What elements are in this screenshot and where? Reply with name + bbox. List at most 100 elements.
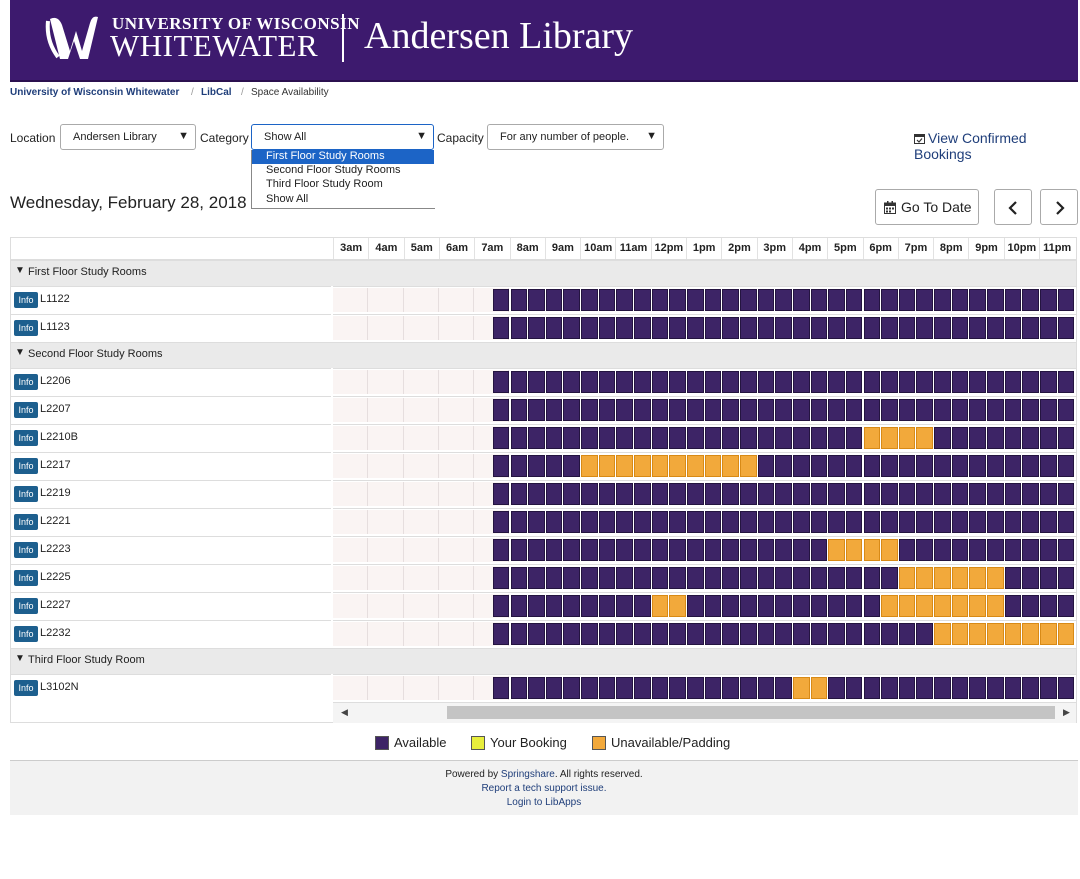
slot-available[interactable] (687, 511, 704, 533)
slot-available[interactable] (757, 427, 775, 449)
category-select[interactable]: Show All ▼ (251, 124, 434, 150)
slot-available[interactable] (616, 371, 634, 393)
slot-available[interactable] (563, 511, 581, 533)
slot-available[interactable] (598, 371, 616, 393)
slot-available[interactable] (828, 289, 845, 311)
slot-available[interactable] (687, 595, 704, 617)
slot-available[interactable] (598, 595, 616, 617)
slot-available[interactable] (563, 399, 581, 421)
category-option-show-all[interactable]: Show All (266, 193, 309, 205)
slot-available[interactable] (492, 539, 510, 561)
slot-available[interactable] (1057, 317, 1075, 339)
slot-available[interactable] (810, 539, 828, 561)
slot-available[interactable] (987, 483, 1004, 505)
slot-available[interactable] (669, 399, 686, 421)
slot-available[interactable] (810, 623, 828, 645)
slot-available[interactable] (616, 539, 634, 561)
info-button[interactable]: Info (14, 598, 38, 614)
slot-available[interactable] (916, 371, 934, 393)
slot-available[interactable] (722, 371, 739, 393)
slot-available[interactable] (510, 483, 528, 505)
slot-available[interactable] (739, 371, 757, 393)
slot-available[interactable] (898, 317, 916, 339)
slot-available[interactable] (581, 511, 598, 533)
slot-available[interactable] (792, 455, 810, 477)
collapse-triangle-icon[interactable]: ▼ (15, 347, 25, 358)
slot-available[interactable] (563, 289, 581, 311)
slot-available[interactable] (987, 427, 1004, 449)
slot-available[interactable] (775, 427, 792, 449)
slot-available[interactable] (775, 595, 792, 617)
info-button[interactable]: Info (14, 486, 38, 502)
slot-available[interactable] (581, 539, 598, 561)
slot-available[interactable] (492, 455, 510, 477)
slot-available[interactable] (1004, 371, 1022, 393)
slot-available[interactable] (828, 677, 845, 699)
slot-available[interactable] (828, 595, 845, 617)
slot-available[interactable] (563, 427, 581, 449)
slot-available[interactable] (792, 399, 810, 421)
slot-available[interactable] (951, 511, 969, 533)
slot-available[interactable] (739, 595, 757, 617)
slot-available[interactable] (739, 399, 757, 421)
slot-available[interactable] (987, 511, 1004, 533)
report-tech-support-link[interactable]: Report a tech support issue. (481, 783, 607, 794)
slot-available[interactable] (528, 289, 545, 311)
slot-available[interactable] (704, 511, 722, 533)
slot-available[interactable] (898, 371, 916, 393)
slot-available[interactable] (651, 567, 669, 589)
scroll-left-arrow-icon[interactable]: ◀ (341, 707, 348, 717)
slot-available[interactable] (510, 317, 528, 339)
slot-available[interactable] (687, 317, 704, 339)
slot-available[interactable] (810, 427, 828, 449)
slot-available[interactable] (828, 317, 845, 339)
slot-available[interactable] (669, 483, 686, 505)
slot-available[interactable] (581, 623, 598, 645)
slot-available[interactable] (722, 511, 739, 533)
slot-available[interactable] (545, 567, 563, 589)
slot-available[interactable] (1040, 317, 1057, 339)
slot-available[interactable] (704, 317, 722, 339)
slot-available[interactable] (845, 289, 863, 311)
slot-available[interactable] (704, 595, 722, 617)
slot-available[interactable] (1057, 427, 1075, 449)
slot-available[interactable] (687, 567, 704, 589)
slot-available[interactable] (863, 317, 881, 339)
slot-available[interactable] (881, 483, 898, 505)
previous-day-button[interactable] (994, 189, 1032, 225)
slot-available[interactable] (704, 567, 722, 589)
slot-available[interactable] (845, 511, 863, 533)
slot-available[interactable] (598, 427, 616, 449)
slot-available[interactable] (969, 317, 987, 339)
category-option-second-floor[interactable]: Second Floor Study Rooms (266, 164, 401, 176)
slot-available[interactable] (1004, 427, 1022, 449)
slot-available[interactable] (810, 455, 828, 477)
slot-available[interactable] (775, 677, 792, 699)
slot-available[interactable] (987, 399, 1004, 421)
slot-available[interactable] (1057, 455, 1075, 477)
next-day-button[interactable] (1040, 189, 1078, 225)
slot-available[interactable] (881, 289, 898, 311)
slot-available[interactable] (987, 677, 1004, 699)
slot-available[interactable] (492, 483, 510, 505)
slot-available[interactable] (845, 427, 863, 449)
slot-available[interactable] (598, 289, 616, 311)
slot-available[interactable] (934, 317, 951, 339)
grid-horizontal-scrollbar[interactable]: ◀ ▶ (333, 702, 1076, 723)
slot-available[interactable] (563, 539, 581, 561)
slot-available[interactable] (739, 317, 757, 339)
slot-available[interactable] (563, 317, 581, 339)
slot-available[interactable] (757, 595, 775, 617)
slot-available[interactable] (598, 483, 616, 505)
capacity-select[interactable]: For any number of people. ▼ (487, 124, 664, 150)
slot-available[interactable] (651, 623, 669, 645)
slot-available[interactable] (563, 483, 581, 505)
slot-available[interactable] (528, 483, 545, 505)
slot-available[interactable] (951, 371, 969, 393)
slot-available[interactable] (616, 595, 634, 617)
slot-available[interactable] (757, 289, 775, 311)
slot-available[interactable] (951, 289, 969, 311)
slot-available[interactable] (739, 677, 757, 699)
slot-available[interactable] (598, 539, 616, 561)
slot-available[interactable] (951, 317, 969, 339)
